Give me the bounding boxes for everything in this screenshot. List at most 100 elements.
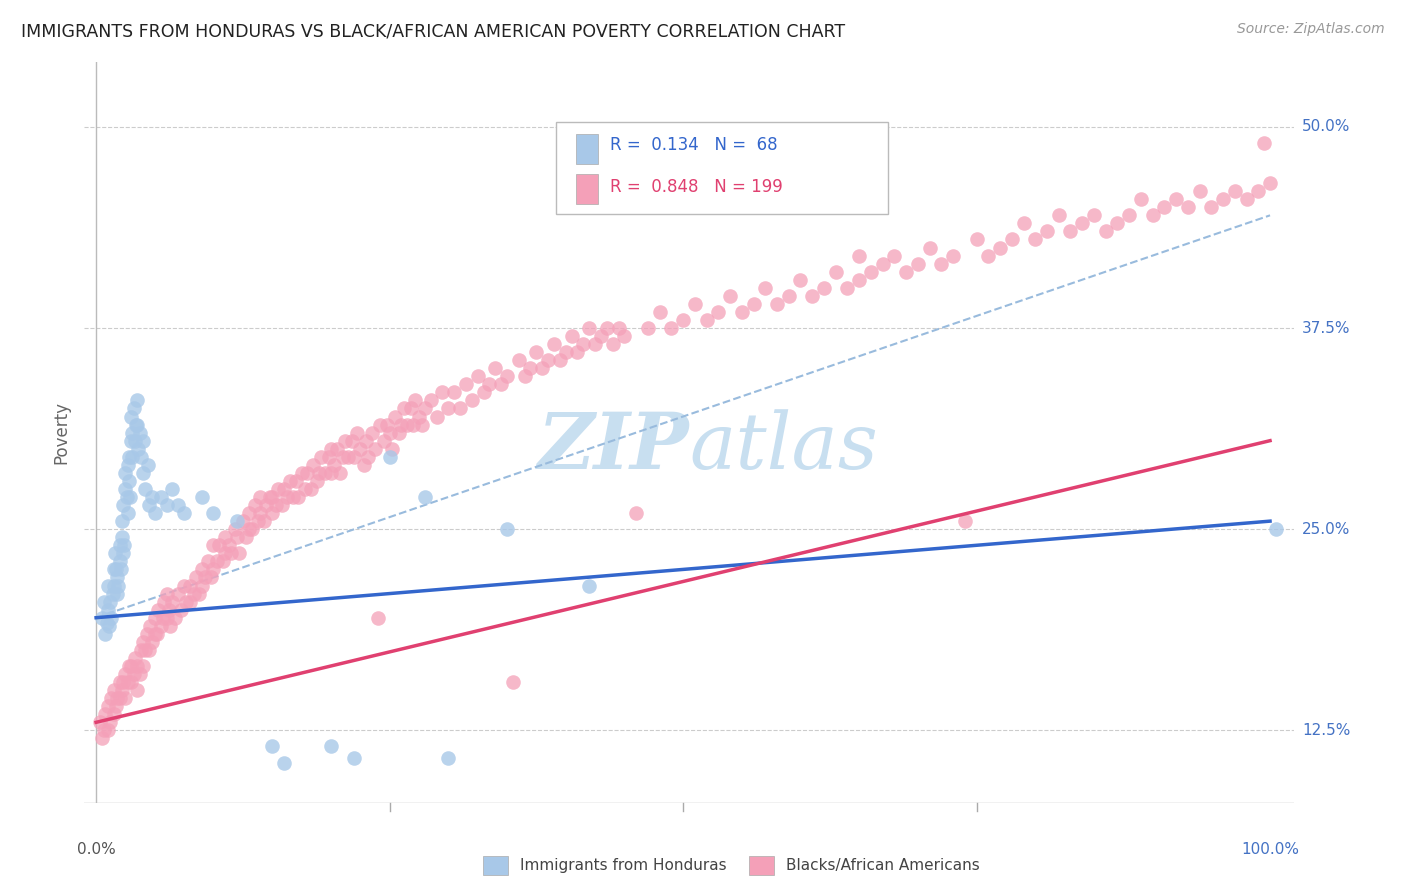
Point <box>437 750 460 764</box>
Point <box>105 691 128 706</box>
Point <box>228 546 250 560</box>
Point <box>105 699 128 714</box>
Point <box>120 409 142 424</box>
Point <box>262 490 284 504</box>
Point <box>197 554 219 568</box>
Point <box>319 739 342 754</box>
Point <box>578 578 600 592</box>
Point <box>367 611 389 625</box>
Point <box>399 401 422 416</box>
Point <box>343 750 366 764</box>
Point <box>249 506 271 520</box>
Text: Source: ZipAtlas.com: Source: ZipAtlas.com <box>1237 22 1385 37</box>
Point <box>299 482 322 496</box>
Point <box>120 675 142 690</box>
Point <box>294 482 316 496</box>
Point <box>378 450 401 464</box>
Point <box>1223 184 1246 198</box>
Point <box>894 265 917 279</box>
Point <box>766 297 789 311</box>
Point <box>259 490 281 504</box>
Point <box>190 578 212 592</box>
Point <box>120 659 142 673</box>
Point <box>988 240 1011 255</box>
Point <box>205 554 228 568</box>
Point <box>143 611 166 625</box>
Point <box>302 458 325 472</box>
Point <box>100 691 122 706</box>
Point <box>155 586 177 600</box>
Point <box>118 450 141 464</box>
Point <box>824 265 846 279</box>
Point <box>218 538 240 552</box>
Point <box>349 442 371 456</box>
Point <box>105 562 128 576</box>
Point <box>496 369 519 384</box>
Point <box>683 297 706 311</box>
Point <box>519 361 541 376</box>
Point <box>484 361 506 376</box>
Point <box>157 602 180 616</box>
Point <box>152 611 174 625</box>
Point <box>122 401 145 416</box>
Text: 25.0%: 25.0% <box>1302 522 1350 537</box>
Point <box>353 458 375 472</box>
Point <box>419 393 441 408</box>
Point <box>326 442 349 456</box>
Point <box>169 602 191 616</box>
Point <box>194 570 217 584</box>
Point <box>122 667 145 681</box>
Point <box>107 578 129 592</box>
Point <box>754 281 776 295</box>
Point <box>1059 224 1081 238</box>
Point <box>1083 208 1105 222</box>
Point <box>121 425 143 440</box>
Text: Blacks/African Americans: Blacks/African Americans <box>786 858 980 873</box>
Point <box>117 506 139 520</box>
Point <box>361 425 384 440</box>
Point <box>98 619 121 633</box>
Point <box>859 265 882 279</box>
Point <box>219 546 242 560</box>
Point <box>139 619 162 633</box>
Point <box>202 506 225 520</box>
Point <box>596 321 619 335</box>
Point <box>392 401 415 416</box>
Point <box>284 474 307 488</box>
Point <box>1047 208 1070 222</box>
Point <box>226 530 249 544</box>
Point <box>413 490 436 504</box>
Point <box>1201 200 1223 214</box>
Point <box>637 321 659 335</box>
Point <box>311 450 333 464</box>
Point <box>707 305 730 319</box>
Point <box>127 659 149 673</box>
Point <box>115 490 138 504</box>
Point <box>283 490 305 504</box>
Point <box>953 514 976 528</box>
Point <box>648 305 671 319</box>
Point <box>425 409 447 424</box>
Point <box>364 442 387 456</box>
Text: atlas: atlas <box>689 409 877 485</box>
Point <box>103 683 125 698</box>
Point <box>273 482 295 496</box>
Point <box>110 562 132 576</box>
Point <box>105 570 128 584</box>
Point <box>537 353 560 368</box>
Point <box>183 586 205 600</box>
Point <box>141 490 163 504</box>
Point <box>103 707 125 722</box>
Point <box>238 506 260 520</box>
Text: 37.5%: 37.5% <box>1302 320 1350 335</box>
Point <box>1177 200 1199 214</box>
Point <box>212 554 235 568</box>
Point <box>262 506 284 520</box>
Point <box>432 385 454 400</box>
Text: 100.0%: 100.0% <box>1241 842 1299 856</box>
Point <box>1253 136 1275 150</box>
Point <box>118 474 141 488</box>
Point <box>176 594 198 608</box>
Point <box>179 594 201 608</box>
Point <box>1247 184 1270 198</box>
